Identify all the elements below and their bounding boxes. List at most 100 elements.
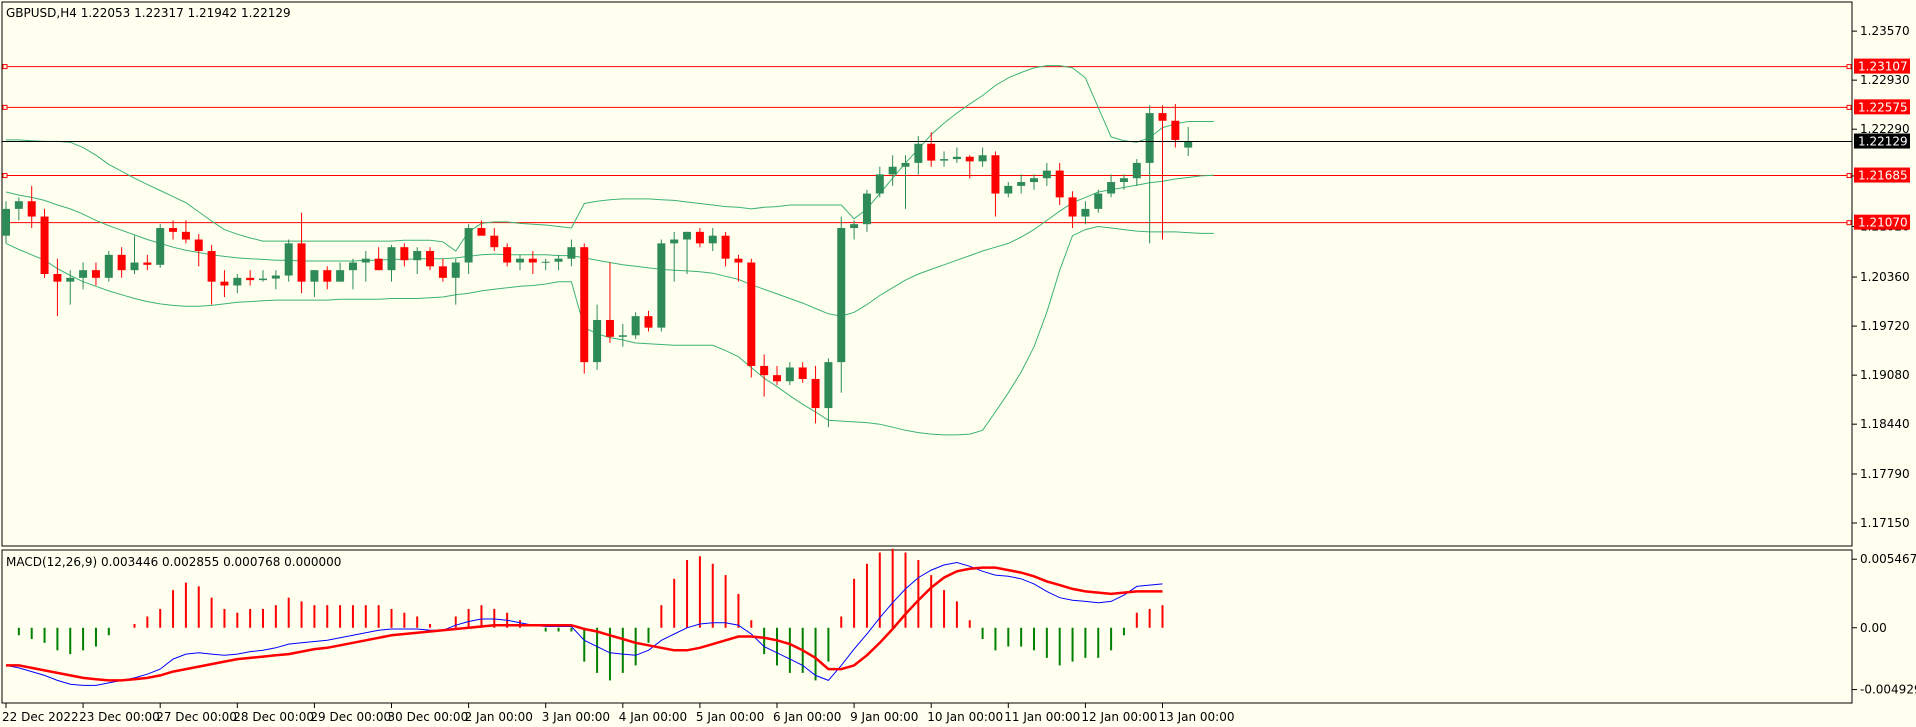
candle-body[interactable] xyxy=(426,251,435,267)
candle-body[interactable] xyxy=(991,155,1000,194)
candle-body[interactable] xyxy=(683,231,692,240)
candle-body[interactable] xyxy=(246,277,255,281)
candle-body[interactable] xyxy=(1171,120,1180,140)
candle-body[interactable] xyxy=(181,231,190,240)
candle-body[interactable] xyxy=(837,228,846,363)
candle-body[interactable] xyxy=(1042,170,1051,179)
candle-body[interactable] xyxy=(464,228,473,263)
candle-body[interactable] xyxy=(734,258,743,263)
candle-body[interactable] xyxy=(451,262,460,278)
candle-body[interactable] xyxy=(477,228,486,236)
candle-body[interactable] xyxy=(143,262,152,265)
candle-body[interactable] xyxy=(940,159,949,161)
candle-body[interactable] xyxy=(773,375,781,382)
level-anchor-left[interactable] xyxy=(2,104,8,110)
candle-body[interactable] xyxy=(1017,182,1026,186)
candle-body[interactable] xyxy=(1055,170,1064,198)
candle-body[interactable] xyxy=(1030,178,1038,183)
candle-body[interactable] xyxy=(336,270,345,282)
price-panel[interactable] xyxy=(1,1,1853,547)
candle-body[interactable] xyxy=(528,258,537,263)
candle-body[interactable] xyxy=(516,258,524,263)
candle-body[interactable] xyxy=(169,228,178,232)
candle-body[interactable] xyxy=(811,378,820,409)
candle-body[interactable] xyxy=(798,367,807,379)
candle-body[interactable] xyxy=(79,270,88,278)
candle-body[interactable] xyxy=(1158,113,1167,121)
candle-body[interactable] xyxy=(875,174,884,194)
candle-body[interactable] xyxy=(631,316,640,336)
candle-body[interactable] xyxy=(785,367,794,382)
candle-body[interactable] xyxy=(1119,178,1128,183)
candle-body[interactable] xyxy=(721,235,730,259)
candle-body[interactable] xyxy=(117,254,126,271)
candle-body[interactable] xyxy=(541,261,550,263)
candle-body[interactable] xyxy=(438,266,447,278)
level-anchor-right[interactable] xyxy=(1846,220,1852,226)
level-anchor-left[interactable] xyxy=(2,64,8,70)
level-anchor-right[interactable] xyxy=(1846,173,1852,179)
candle-body[interactable] xyxy=(387,247,396,271)
candle-body[interactable] xyxy=(888,166,897,175)
candle-body[interactable] xyxy=(1004,185,1013,194)
candle-body[interactable] xyxy=(284,243,293,276)
level-anchor-right[interactable] xyxy=(1846,104,1852,110)
candle-body[interactable] xyxy=(644,316,653,328)
candle-body[interactable] xyxy=(567,247,576,259)
candle-body[interactable] xyxy=(1107,182,1116,194)
candle-body[interactable] xyxy=(965,156,974,162)
candle-body[interactable] xyxy=(695,231,704,244)
candle-body[interactable] xyxy=(14,201,23,209)
level-anchor-right[interactable] xyxy=(1846,64,1852,70)
candle-body[interactable] xyxy=(156,228,165,265)
candle-body[interactable] xyxy=(310,270,319,282)
candle-body[interactable] xyxy=(978,155,987,162)
candle-body[interactable] xyxy=(271,275,280,279)
candle-body[interactable] xyxy=(1094,193,1103,209)
candle-body[interactable] xyxy=(747,262,756,366)
candle-body[interactable] xyxy=(323,270,332,282)
candle-body[interactable] xyxy=(348,262,357,271)
candle-body[interactable] xyxy=(952,156,961,160)
candle-body[interactable] xyxy=(850,224,859,229)
candle-body[interactable] xyxy=(207,251,216,282)
candle-body[interactable] xyxy=(618,335,627,337)
level-anchor-left[interactable] xyxy=(2,173,8,179)
candle-body[interactable] xyxy=(1132,162,1141,179)
candle-body[interactable] xyxy=(670,239,679,244)
candle-body[interactable] xyxy=(914,143,923,163)
candle-body[interactable] xyxy=(927,143,936,161)
candle-body[interactable] xyxy=(657,243,666,328)
candle-body[interactable] xyxy=(53,274,62,282)
candle-body[interactable] xyxy=(824,362,833,409)
candle-body[interactable] xyxy=(27,201,36,217)
candle-body[interactable] xyxy=(760,365,769,376)
candle-body[interactable] xyxy=(503,247,512,263)
candle-body[interactable] xyxy=(1068,197,1077,217)
candle-body[interactable] xyxy=(580,247,589,363)
candles-group[interactable] xyxy=(2,103,1193,428)
candle-body[interactable] xyxy=(593,319,602,363)
candle-body[interactable] xyxy=(1145,113,1154,163)
candle-body[interactable] xyxy=(374,258,383,271)
candle-body[interactable] xyxy=(40,216,49,274)
candle-body[interactable] xyxy=(1184,141,1193,148)
candle-body[interactable] xyxy=(490,235,499,248)
candle-body[interactable] xyxy=(2,208,10,236)
candle-body[interactable] xyxy=(554,258,563,262)
macd-panel[interactable] xyxy=(1,549,1853,704)
candle-body[interactable] xyxy=(194,239,203,252)
candle-body[interactable] xyxy=(1081,208,1090,217)
candle-body[interactable] xyxy=(297,243,306,282)
candle-body[interactable] xyxy=(862,193,871,225)
candle-body[interactable] xyxy=(66,277,75,282)
candle-body[interactable] xyxy=(361,258,370,263)
candle-body[interactable] xyxy=(413,251,422,261)
candle-body[interactable] xyxy=(91,270,100,278)
candle-body[interactable] xyxy=(400,247,409,261)
candle-body[interactable] xyxy=(104,254,113,278)
candle-body[interactable] xyxy=(605,319,614,337)
candle-body[interactable] xyxy=(233,277,242,286)
candle-body[interactable] xyxy=(708,235,717,244)
